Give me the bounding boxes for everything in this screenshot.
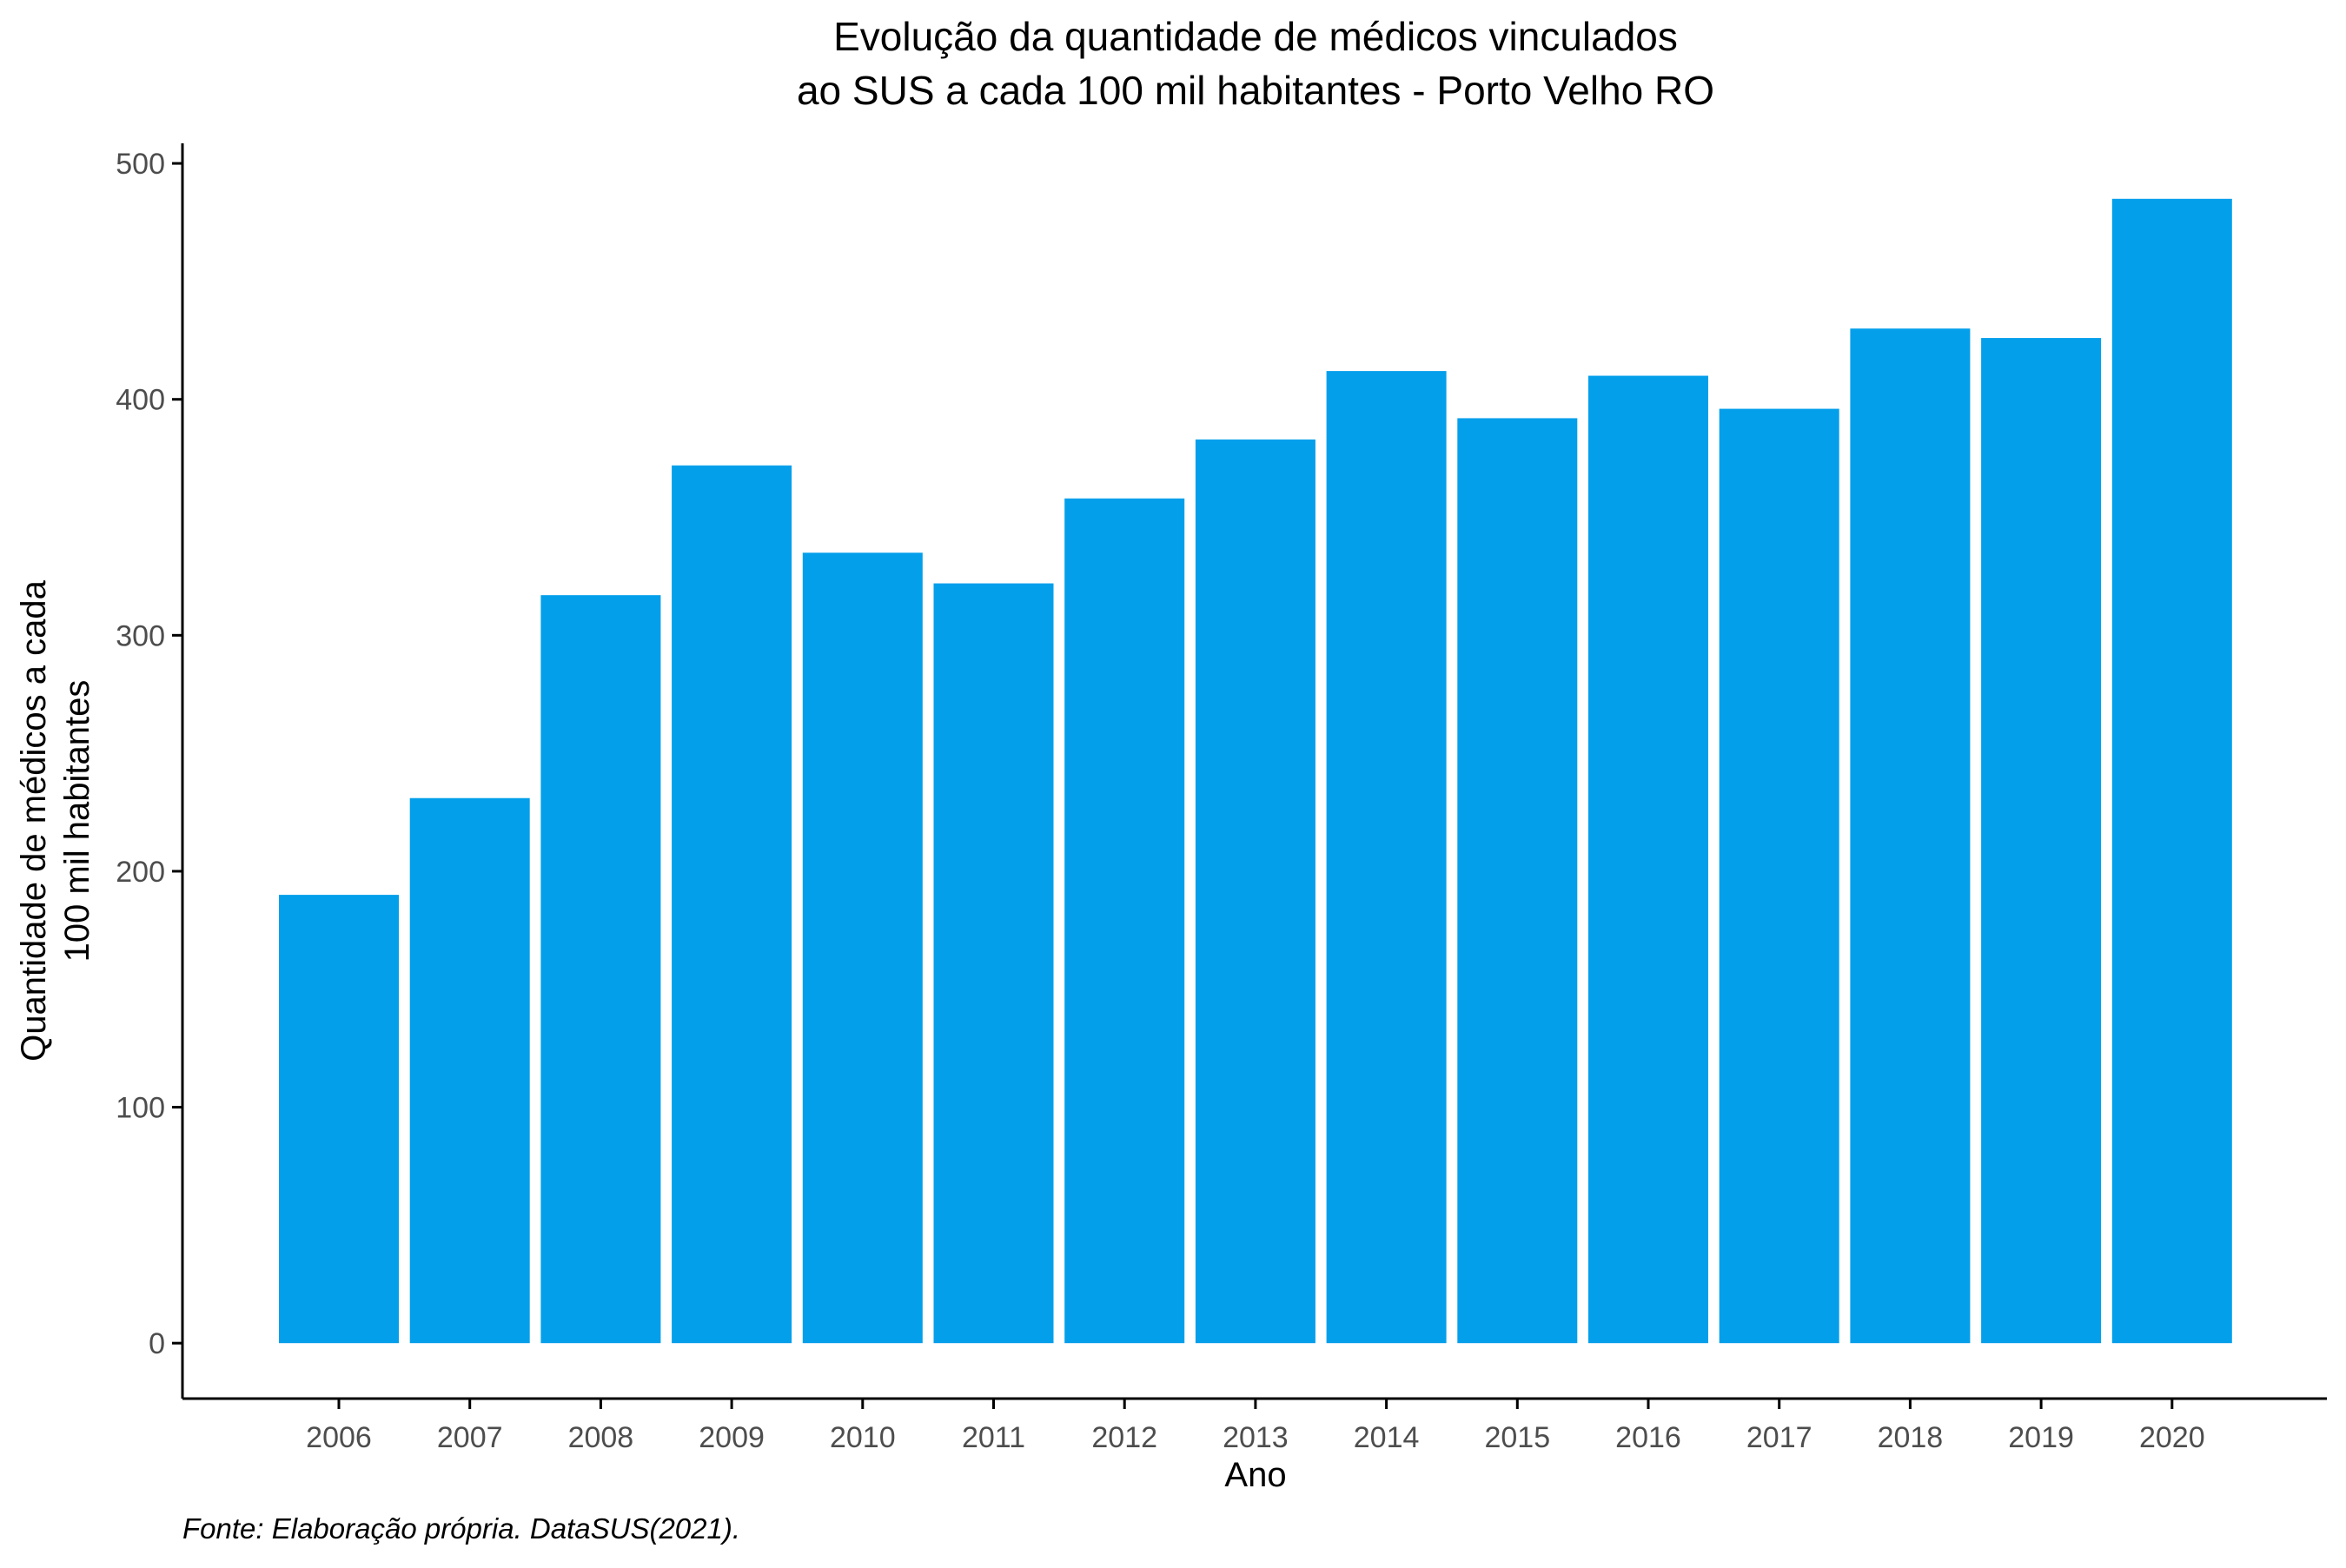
- bar-2011: [933, 583, 1054, 1344]
- bar-2012: [1064, 498, 1185, 1344]
- x-axis-title: Ano: [1224, 1456, 1286, 1494]
- bar-series: [279, 198, 2232, 1344]
- x-tick-label-2007: 2007: [437, 1421, 503, 1454]
- y-tick-label-400: 400: [116, 384, 165, 417]
- y-tick-label-100: 100: [116, 1092, 165, 1125]
- bar-2020: [2111, 198, 2232, 1344]
- bar-2006: [279, 895, 399, 1344]
- bar-2019: [1981, 338, 2102, 1344]
- x-tick-label-2016: 2016: [1615, 1421, 1681, 1454]
- x-tick-label-2013: 2013: [1223, 1421, 1289, 1454]
- x-tick-label-2017: 2017: [1746, 1421, 1813, 1454]
- x-tick-label-2006: 2006: [306, 1421, 372, 1454]
- chart-title-line-2: ao SUS a cada 100 mil habitantes - Porto…: [797, 68, 1714, 113]
- x-tick-label-2020: 2020: [2139, 1421, 2205, 1454]
- x-tick-label-2010: 2010: [830, 1421, 896, 1454]
- bar-2014: [1326, 371, 1447, 1344]
- bar-2016: [1588, 375, 1708, 1344]
- x-tick-label-2018: 2018: [1878, 1421, 1944, 1454]
- y-tick-label-300: 300: [116, 619, 165, 652]
- y-tick-label-500: 500: [116, 148, 165, 181]
- chart-caption: Fonte: Elaboração própria. DataSUS(2021)…: [182, 1512, 740, 1545]
- x-tick-label-2012: 2012: [1091, 1421, 1157, 1454]
- bar-2008: [540, 595, 661, 1344]
- y-axis-title-line-2: 100 mil habitantes: [58, 680, 96, 963]
- x-tick-label-2011: 2011: [962, 1421, 1025, 1454]
- bar-2013: [1195, 439, 1315, 1344]
- y-axis-title: Quantidade de médicos a cada 100 mil hab…: [15, 579, 96, 1061]
- y-axis-title-line-1: Quantidade de médicos a cada: [15, 579, 53, 1061]
- x-tick-label-2008: 2008: [568, 1421, 634, 1454]
- bar-2007: [409, 797, 530, 1344]
- bar-2018: [1850, 328, 1971, 1344]
- bar-2009: [672, 465, 792, 1344]
- x-axis-ticks: 2006 2007 2008 2009 2010 2011 2012 2013 2014 2015…: [306, 1399, 2205, 1454]
- x-tick-label-2014: 2014: [1354, 1421, 1420, 1454]
- chart-title-line-1: Evolução da quantidade de médicos vincul…: [833, 14, 1678, 59]
- x-tick-label-2019: 2019: [2008, 1421, 2074, 1454]
- bar-2017: [1719, 408, 1839, 1344]
- bar-2010: [802, 552, 923, 1344]
- y-axis-ticks: 0 100 200 300 400 500: [116, 148, 182, 1360]
- y-tick-label-200: 200: [116, 856, 165, 889]
- bar-2015: [1457, 418, 1578, 1344]
- x-tick-label-2015: 2015: [1484, 1421, 1550, 1454]
- y-tick-label-0: 0: [149, 1327, 165, 1360]
- x-tick-label-2009: 2009: [699, 1421, 765, 1454]
